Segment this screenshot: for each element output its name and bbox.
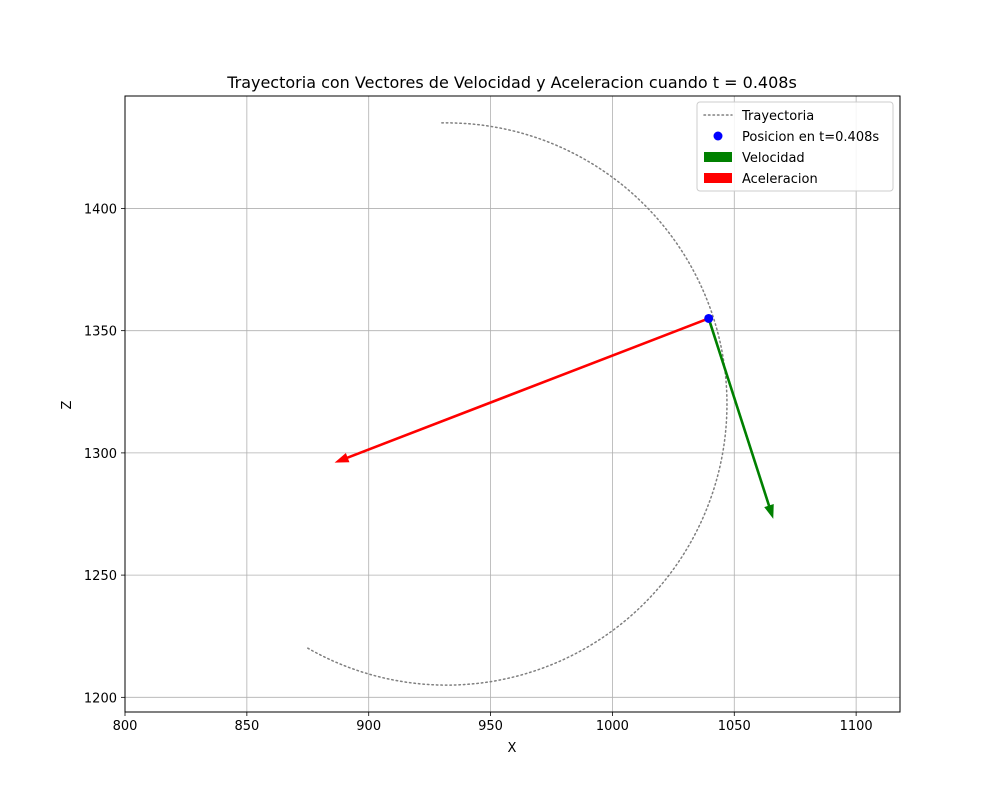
axis-ticks: 800 850 900 950 1000 1050 1100 1200 1250 1300 1350… <box>84 202 873 734</box>
y-tick-label: 1350 <box>84 325 117 340</box>
legend-label-acceleration: Aceleracion <box>742 172 818 187</box>
aceleracion-vector <box>343 317 710 461</box>
position-marker <box>704 313 714 323</box>
legend-label-velocity: Velocidad <box>742 151 805 166</box>
x-tick-label: 1000 <box>596 719 629 734</box>
x-tick-label: 950 <box>478 719 503 734</box>
y-tick-label: 1300 <box>84 447 117 462</box>
x-tick-label: 850 <box>234 719 259 734</box>
x-tick-label: 800 <box>113 719 138 734</box>
x-tick-label: 900 <box>356 719 381 734</box>
legend-swatch-acceleration <box>704 173 732 183</box>
velocidad-vector <box>707 318 772 510</box>
y-tick-label: 1200 <box>84 691 117 706</box>
legend-frame <box>696 101 894 192</box>
trajectory-series <box>305 122 728 686</box>
legend: Trayectoria Posicion en t=0.408s Velocidad… <box>696 101 894 192</box>
trajectory-line <box>305 122 728 686</box>
position-marker-group <box>704 313 714 323</box>
aceleracion-vector-head <box>334 452 350 463</box>
legend-label-trajectory: Trayectoria <box>741 109 814 124</box>
vectors <box>334 317 774 519</box>
x-axis-label: X <box>508 741 517 756</box>
legend-swatch-position <box>713 131 723 141</box>
grid <box>124 96 900 712</box>
legend-label-position: Posicion en t=0.408s <box>742 130 879 145</box>
plot-frame <box>124 95 901 713</box>
x-tick-label: 1050 <box>718 719 751 734</box>
chart-title: Trayectoria con Vectores de Velocidad y … <box>226 73 797 92</box>
x-tick-label: 1100 <box>840 719 873 734</box>
legend-swatch-velocity <box>704 152 732 162</box>
y-axis-label: Z <box>60 400 75 409</box>
y-tick-label: 1400 <box>84 202 117 217</box>
y-tick-label: 1250 <box>84 569 117 584</box>
velocidad-vector-head <box>764 504 774 519</box>
